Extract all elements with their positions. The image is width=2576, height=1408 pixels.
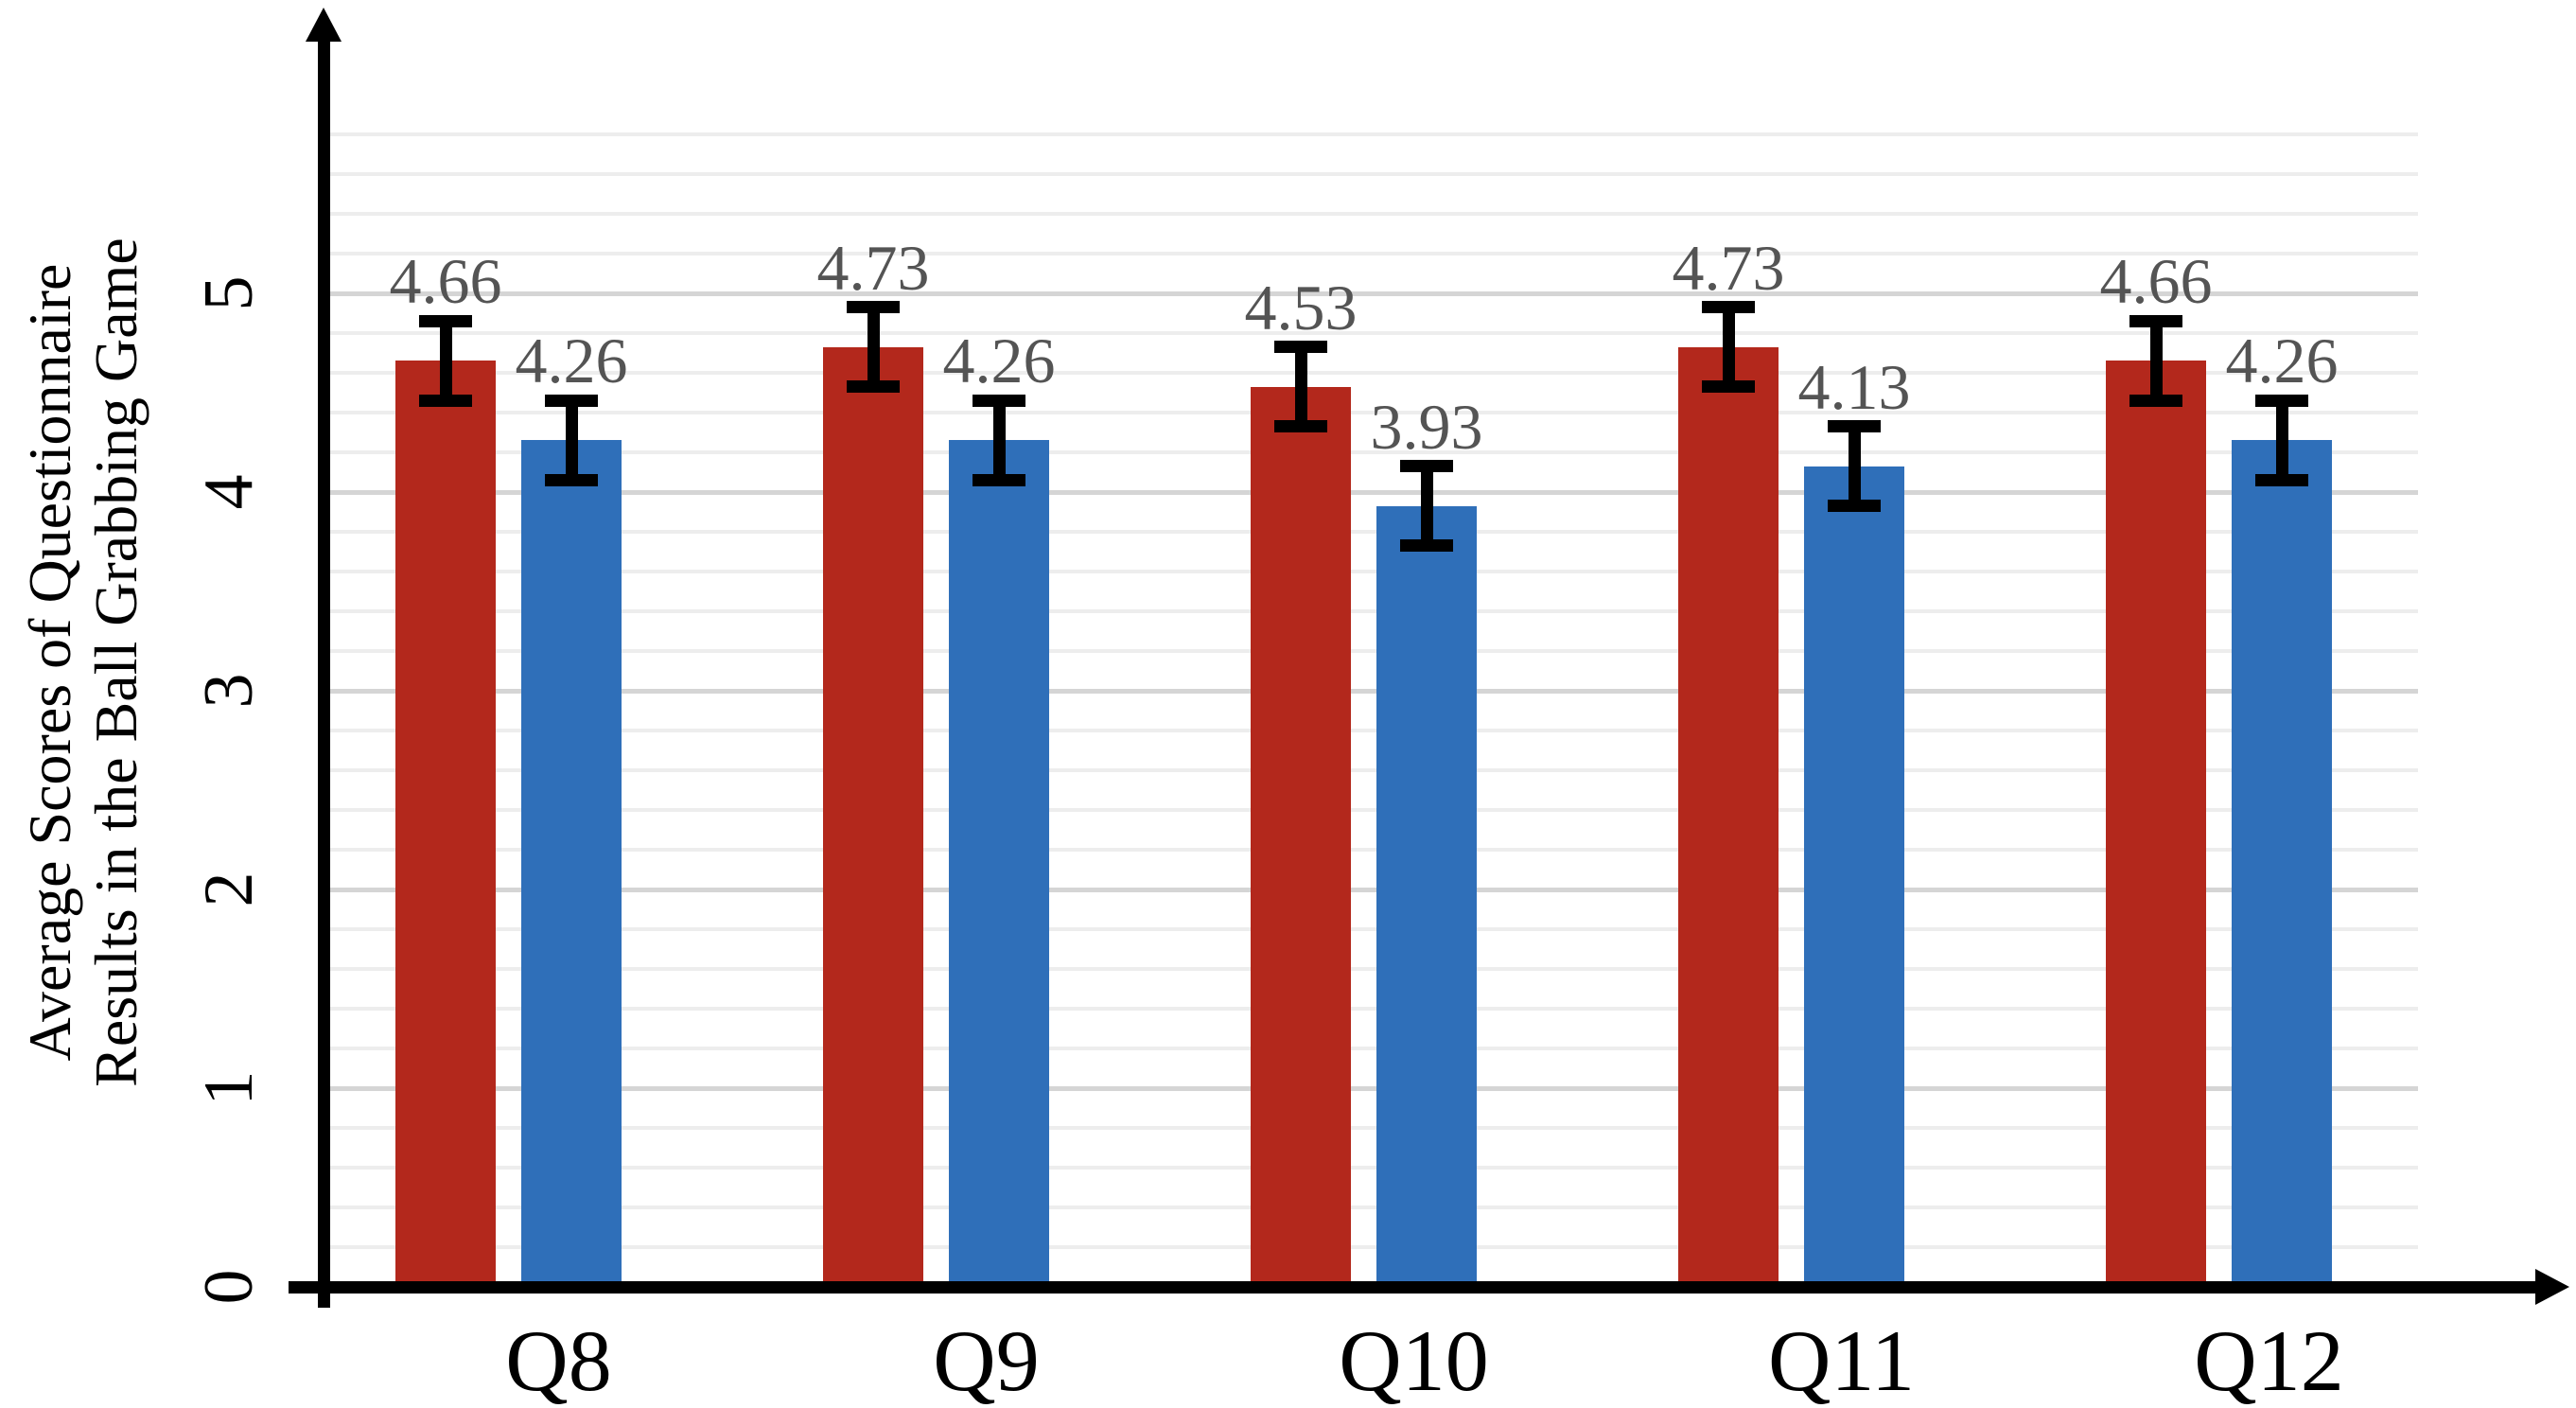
gridline-major bbox=[329, 291, 2418, 296]
y-axis-line bbox=[318, 28, 330, 1308]
x-axis-arrow-icon bbox=[2535, 1269, 2569, 1305]
error-bar-cap bbox=[545, 473, 598, 486]
y-axis-title-line2: Results in the Ball Grabbing Game bbox=[82, 238, 149, 1087]
value-label-red-Q10: 4.53 bbox=[1244, 271, 1358, 343]
value-label-red-Q11: 4.73 bbox=[1672, 231, 1785, 304]
value-label-blue-Q12: 4.26 bbox=[2225, 325, 2339, 397]
gridline-minor bbox=[329, 1047, 2418, 1050]
error-bar-cap bbox=[1274, 420, 1327, 433]
error-bar-cap bbox=[2255, 394, 2308, 407]
error-bar-cap bbox=[847, 380, 900, 394]
gridline-minor bbox=[329, 411, 2418, 414]
value-label-red-Q8: 4.66 bbox=[389, 245, 502, 318]
gridline-major bbox=[329, 490, 2418, 495]
gridline-minor bbox=[329, 570, 2418, 573]
gridline-minor bbox=[329, 848, 2418, 852]
x-tick-label-Q8: Q8 bbox=[505, 1312, 612, 1408]
x-tick-label-Q12: Q12 bbox=[2194, 1312, 2344, 1408]
gridline-minor bbox=[329, 967, 2418, 971]
error-bar-cap bbox=[1828, 500, 1881, 513]
bar-red-Q12 bbox=[2106, 361, 2206, 1284]
error-bar-cap bbox=[1702, 301, 1755, 314]
gridline-major bbox=[329, 689, 2418, 694]
x-tick-label-Q9: Q9 bbox=[933, 1312, 1040, 1408]
x-axis-line bbox=[289, 1281, 2544, 1294]
gridline-minor bbox=[329, 371, 2418, 375]
error-bar-line bbox=[2275, 400, 2288, 481]
gridline-minor bbox=[329, 212, 2418, 216]
gridline-major bbox=[329, 888, 2418, 892]
error-bar-line bbox=[565, 400, 578, 481]
bar-blue-Q11 bbox=[1804, 466, 1904, 1284]
value-label-blue-Q8: 4.26 bbox=[515, 325, 628, 397]
gridline-minor bbox=[329, 331, 2418, 335]
error-bar-cap bbox=[1702, 380, 1755, 394]
bar-red-Q9 bbox=[823, 346, 923, 1284]
error-bar-cap bbox=[2129, 314, 2182, 327]
error-bar-cap bbox=[1400, 539, 1453, 553]
error-bar-cap bbox=[973, 473, 1025, 486]
gridline-minor bbox=[329, 132, 2418, 136]
x-tick-label-Q11: Q11 bbox=[1767, 1312, 1916, 1408]
gridline-minor bbox=[329, 450, 2418, 454]
bar-red-Q8 bbox=[395, 361, 496, 1284]
error-bar-cap bbox=[1400, 460, 1453, 473]
value-label-blue-Q11: 4.13 bbox=[1797, 350, 1911, 423]
bar-blue-Q12 bbox=[2232, 440, 2332, 1284]
error-bar-cap bbox=[847, 301, 900, 314]
value-label-blue-Q10: 3.93 bbox=[1370, 390, 1483, 463]
gridline-minor bbox=[329, 768, 2418, 772]
bar-blue-Q9 bbox=[949, 440, 1049, 1284]
error-bar-cap bbox=[545, 394, 598, 407]
error-bar-cap bbox=[2255, 473, 2308, 486]
y-axis-title: Average Scores of Questionnaire Results … bbox=[16, 76, 149, 1249]
gridline-minor bbox=[329, 1166, 2418, 1170]
value-label-red-Q12: 4.66 bbox=[2099, 245, 2213, 318]
gridline-minor bbox=[329, 1206, 2418, 1209]
gridline-minor bbox=[329, 252, 2418, 255]
x-tick-label-Q10: Q10 bbox=[1339, 1312, 1489, 1408]
error-bar-cap bbox=[973, 394, 1025, 407]
gridline-minor bbox=[329, 1126, 2418, 1130]
gridline-minor bbox=[329, 649, 2418, 653]
y-tick-label-0: 0 bbox=[190, 1269, 268, 1305]
error-bar-line bbox=[867, 307, 880, 387]
y-tick-label-5: 5 bbox=[190, 275, 268, 311]
gridline-minor bbox=[329, 729, 2418, 732]
error-bar-cap bbox=[419, 394, 472, 407]
bar-blue-Q10 bbox=[1376, 505, 1477, 1284]
error-bar-cap bbox=[1828, 420, 1881, 433]
error-bar-line bbox=[439, 321, 452, 401]
error-bar-line bbox=[1420, 466, 1433, 546]
gridline-major bbox=[329, 1086, 2418, 1091]
error-bar-line bbox=[1722, 307, 1735, 387]
gridline-minor bbox=[329, 808, 2418, 812]
bar-blue-Q8 bbox=[521, 440, 622, 1284]
value-label-red-Q9: 4.73 bbox=[816, 231, 930, 304]
error-bar-cap bbox=[1274, 341, 1327, 354]
gridline-minor bbox=[329, 927, 2418, 931]
gridline-minor bbox=[329, 609, 2418, 613]
gridline-minor bbox=[329, 1007, 2418, 1011]
bar-red-Q10 bbox=[1251, 386, 1351, 1284]
bar-red-Q11 bbox=[1678, 346, 1779, 1284]
y-tick-label-3: 3 bbox=[190, 673, 268, 709]
error-bar-line bbox=[992, 400, 1006, 481]
error-bar-cap bbox=[2129, 394, 2182, 407]
y-tick-label-1: 1 bbox=[190, 1070, 268, 1106]
gridline-minor bbox=[329, 172, 2418, 176]
y-axis-arrow-icon bbox=[306, 8, 342, 42]
gridline-minor bbox=[329, 530, 2418, 534]
value-label-blue-Q9: 4.26 bbox=[942, 325, 1056, 397]
y-tick-label-2: 2 bbox=[190, 871, 268, 907]
error-bar-cap bbox=[419, 314, 472, 327]
gridline-minor bbox=[329, 1245, 2418, 1249]
error-bar-line bbox=[2149, 321, 2163, 401]
error-bar-line bbox=[1848, 426, 1861, 506]
y-tick-label-4: 4 bbox=[190, 474, 268, 510]
error-bar-line bbox=[1294, 346, 1307, 427]
y-axis-title-line1: Average Scores of Questionnaire bbox=[16, 263, 83, 1062]
